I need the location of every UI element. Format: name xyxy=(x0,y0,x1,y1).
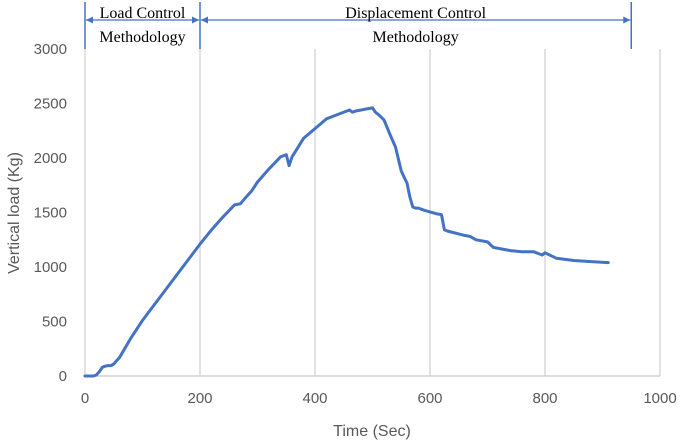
y-tick-label: 500 xyxy=(42,314,67,331)
y-tick-labels: 0 500 1000 1500 2000 2500 3000 xyxy=(34,41,67,385)
phase-arrowhead-left-0 xyxy=(86,16,93,24)
x-tick-labels: 0 200 400 600 800 1000 xyxy=(81,390,677,407)
x-tick-label: 600 xyxy=(417,390,442,407)
phase-arrowhead-left-1 xyxy=(201,16,208,24)
x-tick-label: 1000 xyxy=(643,390,676,407)
phase-label-line2: Methodology xyxy=(99,29,185,46)
x-tick-label: 800 xyxy=(532,390,557,407)
phase-label-line1: Displacement Control xyxy=(345,5,486,22)
phase-arrowhead-right-1 xyxy=(623,16,631,24)
x-tick-label: 400 xyxy=(302,390,327,407)
x-tick-label: 200 xyxy=(187,390,212,407)
y-tick-label: 1000 xyxy=(34,259,67,276)
y-axis-title: Vertical load (Kg) xyxy=(6,152,23,274)
y-tick-label: 1500 xyxy=(34,205,67,222)
x-axis-title: Time (Sec) xyxy=(333,423,411,440)
phase-annotations: Load Control Methodology Displacement Cont… xyxy=(84,2,632,49)
y-tick-label: 2500 xyxy=(34,96,67,113)
gridlines xyxy=(84,49,661,376)
phase-label-line2: Methodology xyxy=(373,29,459,46)
x-tick-label: 0 xyxy=(81,390,89,407)
series-line xyxy=(83,106,610,378)
y-tick-label: 3000 xyxy=(34,41,67,58)
phase-label-line1: Load Control xyxy=(100,5,186,22)
y-tick-label: 0 xyxy=(59,368,67,385)
y-tick-label: 2000 xyxy=(34,150,67,167)
phase-arrowhead-right-0 xyxy=(192,16,199,24)
